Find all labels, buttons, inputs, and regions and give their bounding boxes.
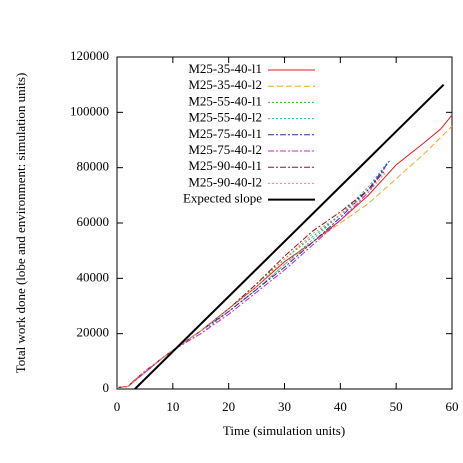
x-tick-label: 10 bbox=[166, 399, 179, 414]
y-tick-label: 40000 bbox=[77, 269, 110, 284]
plot-frame bbox=[116, 56, 453, 390]
legend-label: M25-75-40-l2 bbox=[188, 142, 262, 157]
x-axis-label: Time (simulation units) bbox=[223, 423, 345, 438]
x-tick-label: 50 bbox=[390, 399, 403, 414]
legend-label: M25-55-40-l1 bbox=[188, 93, 262, 108]
legend-label: M25-75-40-l1 bbox=[188, 126, 262, 141]
y-axis-label: Total work done (lobe and environment: s… bbox=[13, 73, 28, 374]
x-tick-label: 60 bbox=[446, 399, 459, 414]
y-tick-label: 0 bbox=[103, 380, 110, 395]
line-series bbox=[116, 172, 386, 389]
legend-label: M25-55-40-l2 bbox=[188, 110, 262, 125]
x-tick-label: 30 bbox=[278, 399, 291, 414]
legend-label: M25-35-40-l1 bbox=[188, 61, 262, 76]
line-series bbox=[116, 114, 453, 389]
y-tick-label: 80000 bbox=[77, 159, 110, 174]
y-tick-label: 120000 bbox=[70, 48, 109, 63]
y-tick-label: 20000 bbox=[77, 325, 110, 340]
x-tick-label: 0 bbox=[114, 399, 121, 414]
legend-label: M25-90-40-l1 bbox=[188, 158, 262, 173]
legend-label: Expected slope bbox=[183, 191, 262, 206]
line-series bbox=[116, 167, 386, 389]
y-tick-label: 60000 bbox=[77, 214, 110, 229]
legend-label: M25-35-40-l2 bbox=[188, 77, 262, 92]
line-series bbox=[116, 125, 453, 389]
x-tick-label: 20 bbox=[222, 399, 235, 414]
y-tick-label: 100000 bbox=[70, 103, 109, 118]
line-series bbox=[134, 83, 445, 390]
legend-label: M25-90-40-l2 bbox=[188, 174, 262, 189]
x-tick-label: 40 bbox=[334, 399, 347, 414]
